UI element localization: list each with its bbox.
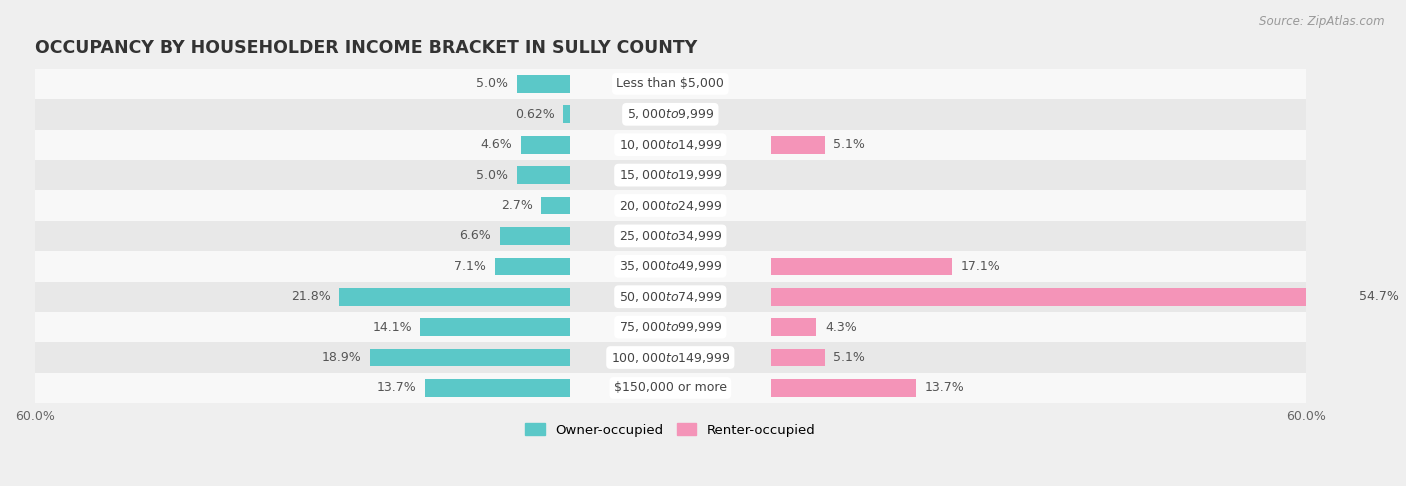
Text: $10,000 to $14,999: $10,000 to $14,999: [619, 138, 723, 152]
Text: 5.0%: 5.0%: [477, 169, 509, 182]
Text: $25,000 to $34,999: $25,000 to $34,999: [619, 229, 723, 243]
Bar: [501, 227, 569, 245]
Bar: [35, 129, 1306, 160]
Text: $5,000 to $9,999: $5,000 to $9,999: [627, 107, 714, 122]
Text: $100,000 to $149,999: $100,000 to $149,999: [610, 350, 730, 364]
Text: 5.1%: 5.1%: [834, 351, 865, 364]
Bar: [35, 281, 1306, 312]
Text: 2.7%: 2.7%: [501, 199, 533, 212]
Bar: [517, 166, 569, 184]
Text: $50,000 to $74,999: $50,000 to $74,999: [619, 290, 723, 304]
Text: 13.7%: 13.7%: [377, 382, 416, 395]
Bar: [370, 349, 569, 366]
Bar: [35, 191, 1306, 221]
Bar: [770, 318, 817, 336]
Text: 54.7%: 54.7%: [1358, 290, 1399, 303]
Text: $35,000 to $49,999: $35,000 to $49,999: [619, 260, 723, 273]
Text: 6.6%: 6.6%: [460, 229, 491, 243]
Text: 21.8%: 21.8%: [291, 290, 330, 303]
Text: 18.9%: 18.9%: [322, 351, 361, 364]
Bar: [541, 197, 569, 214]
Bar: [770, 349, 825, 366]
Text: 14.1%: 14.1%: [373, 321, 412, 333]
Bar: [495, 258, 569, 275]
Bar: [517, 75, 569, 93]
Text: 5.0%: 5.0%: [477, 77, 509, 90]
Bar: [770, 258, 952, 275]
Bar: [35, 342, 1306, 373]
Bar: [35, 99, 1306, 129]
Bar: [35, 221, 1306, 251]
Bar: [35, 160, 1306, 191]
Text: 0.62%: 0.62%: [515, 108, 555, 121]
Bar: [770, 136, 825, 154]
Bar: [35, 251, 1306, 281]
Bar: [35, 373, 1306, 403]
Bar: [420, 318, 569, 336]
Bar: [522, 136, 569, 154]
Bar: [339, 288, 569, 306]
Text: Less than $5,000: Less than $5,000: [616, 77, 724, 90]
Bar: [770, 379, 917, 397]
Text: 7.1%: 7.1%: [454, 260, 486, 273]
Text: 4.6%: 4.6%: [481, 138, 513, 151]
Text: 13.7%: 13.7%: [925, 382, 965, 395]
Text: $15,000 to $19,999: $15,000 to $19,999: [619, 168, 723, 182]
Bar: [770, 288, 1350, 306]
Text: $20,000 to $24,999: $20,000 to $24,999: [619, 198, 723, 212]
Text: $75,000 to $99,999: $75,000 to $99,999: [619, 320, 723, 334]
Legend: Owner-occupied, Renter-occupied: Owner-occupied, Renter-occupied: [520, 417, 821, 442]
Text: OCCUPANCY BY HOUSEHOLDER INCOME BRACKET IN SULLY COUNTY: OCCUPANCY BY HOUSEHOLDER INCOME BRACKET …: [35, 39, 697, 57]
Bar: [35, 69, 1306, 99]
Text: $150,000 or more: $150,000 or more: [614, 382, 727, 395]
Text: 17.1%: 17.1%: [960, 260, 1000, 273]
Text: Source: ZipAtlas.com: Source: ZipAtlas.com: [1260, 15, 1385, 28]
Text: 5.1%: 5.1%: [834, 138, 865, 151]
Bar: [425, 379, 569, 397]
Bar: [564, 105, 569, 123]
Bar: [35, 312, 1306, 342]
Text: 4.3%: 4.3%: [825, 321, 856, 333]
